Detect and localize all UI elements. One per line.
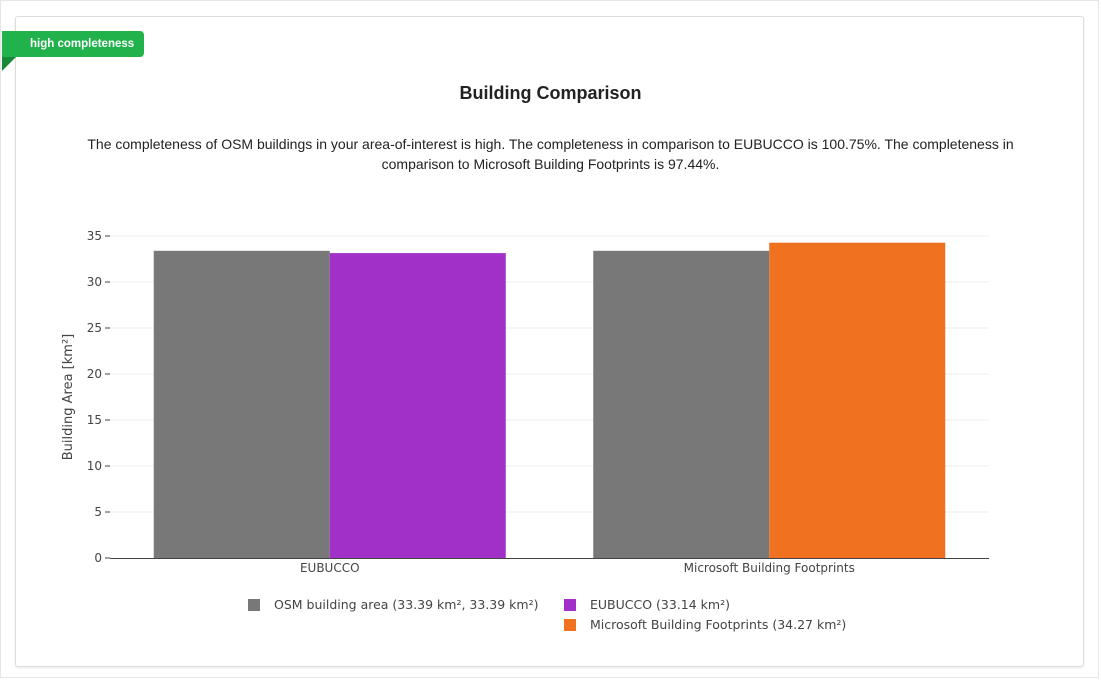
legend-label-eubucco: EUBUCCO (33.14 km²) [590,597,730,612]
legend-item-osm[interactable]: OSM building area (33.39 km², 33.39 km²) [248,597,539,612]
y-tick-label: 5 [94,505,102,519]
completeness-badge: high completeness [2,31,144,57]
legend-item-microsoft[interactable]: Microsoft Building Footprints (34.27 km²… [564,617,846,632]
bar [593,250,770,558]
bar [769,242,946,558]
y-tick-label: 15 [87,413,102,427]
y-tick-label: 30 [87,275,102,289]
y-tick-label: 25 [87,321,102,335]
legend-label-microsoft: Microsoft Building Footprints (34.27 km²… [590,617,847,632]
y-tick-label: 10 [87,459,102,473]
bar [153,250,330,558]
legend-swatch-osm [248,598,260,611]
x-tick-label: EUBUCCO [300,561,360,575]
legend-item-eubucco[interactable]: EUBUCCO (33.14 km²) [564,597,730,612]
bar [329,253,506,558]
legend-swatch-microsoft [564,618,576,631]
legend-swatch-eubucco [564,598,576,611]
y-axis-label: Building Area [km²] [61,334,76,460]
x-tick-label: Microsoft Building Footprints [684,561,855,575]
chart-description: The completeness of OSM buildings in you… [87,136,1014,172]
chart-title: Building Comparison [459,83,642,103]
y-tick-label: 20 [87,367,102,381]
y-tick-label: 35 [87,229,102,243]
y-tick-label: 0 [94,551,102,565]
legend-label-osm: OSM building area (33.39 km², 33.39 km²) [274,597,539,612]
